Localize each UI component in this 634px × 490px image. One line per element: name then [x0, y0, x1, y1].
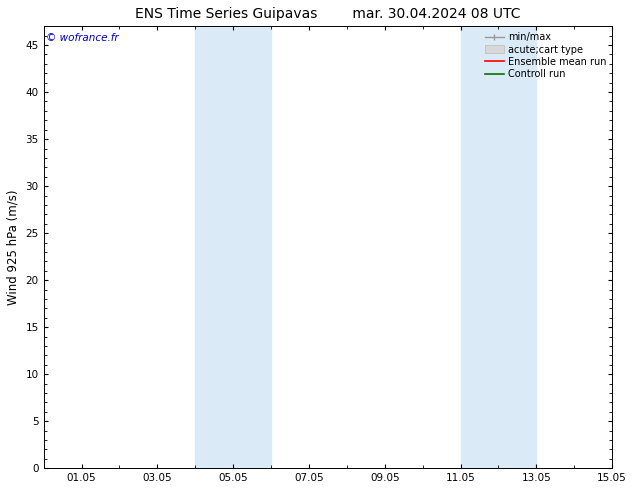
- Bar: [460, 26, 536, 468]
- Y-axis label: Wind 925 hPa (m/s): Wind 925 hPa (m/s): [7, 190, 20, 305]
- Bar: [195, 26, 271, 468]
- Legend: min/max, acute;cart type, Ensemble mean run, Controll run: min/max, acute;cart type, Ensemble mean …: [482, 29, 609, 82]
- Title: ENS Time Series Guipavas        mar. 30.04.2024 08 UTC: ENS Time Series Guipavas mar. 30.04.2024…: [135, 7, 521, 21]
- Text: © wofrance.fr: © wofrance.fr: [46, 33, 119, 43]
